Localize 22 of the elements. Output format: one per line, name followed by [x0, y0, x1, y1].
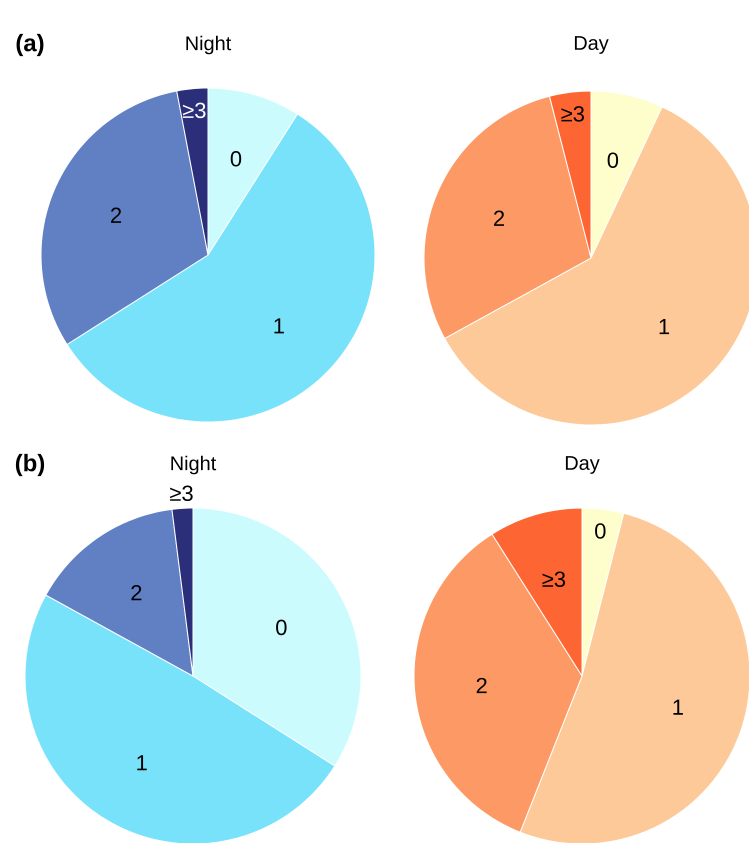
- text: (a): [16, 34, 44, 56]
- slice-label: 1: [660, 319, 670, 334]
- slice-label: 1: [137, 755, 147, 770]
- slice-label: 0: [276, 620, 287, 636]
- slice-label: ≥3: [561, 106, 584, 122]
- chart-title: Night: [186, 36, 232, 54]
- chart-title: Day: [574, 36, 609, 54]
- slice-label: 2: [476, 678, 487, 694]
- slice-label: 1: [274, 318, 284, 334]
- chart-title: Day: [566, 456, 600, 474]
- slice-label: ≥3: [170, 485, 193, 502]
- text: (b): [16, 454, 44, 476]
- slice-label: 2: [494, 210, 504, 226]
- slice-label: 2: [111, 208, 122, 223]
- slice-label: 2: [131, 584, 142, 600]
- slice-label: 1: [673, 700, 683, 715]
- slice-label: 0: [230, 151, 242, 167]
- slice-label: ≥3: [542, 571, 566, 587]
- chart-title: Night: [171, 456, 216, 474]
- slice-label: 0: [608, 152, 618, 168]
- slice-label: 0: [595, 523, 606, 539]
- slice-label: ≥3: [182, 102, 206, 118]
